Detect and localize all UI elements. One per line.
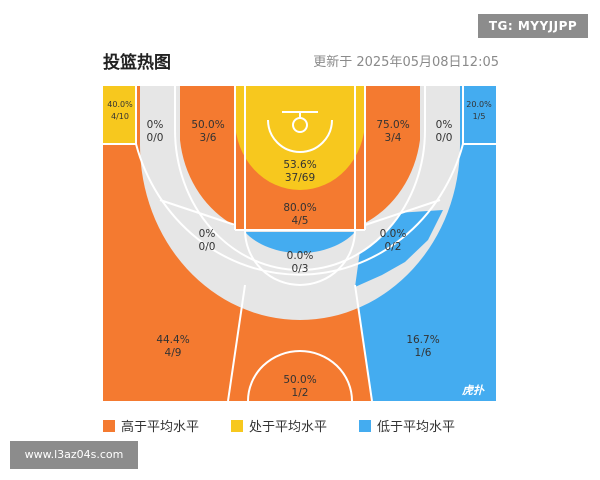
zone-paint-pct: 53.6% xyxy=(283,159,316,171)
zone-paint-fill xyxy=(235,86,365,190)
zone-right-elbow-pct: 75.0% xyxy=(376,119,409,131)
zone-left-wing-three-pct: 0% xyxy=(147,119,164,131)
zone-right-corner-frac: 1/5 xyxy=(473,112,486,121)
legend-item-below: 低于平均水平 xyxy=(359,416,455,435)
update-timestamp: 更新于 2025年05月08日12:05 xyxy=(313,55,499,70)
zone-top-key-pct: 0.0% xyxy=(287,250,314,262)
page-title: 投篮热图 xyxy=(103,53,171,73)
zone-left-baseline-pct: 0% xyxy=(199,228,216,240)
zone-left-corner-frac: 4/10 xyxy=(111,112,129,121)
zone-right-corner-pct: 20.0% xyxy=(466,100,492,109)
legend-label-below: 低于平均水平 xyxy=(377,420,456,435)
zone-right-three-pct: 16.7% xyxy=(406,334,439,346)
legend-swatch-below xyxy=(359,419,371,432)
legend: 高于平均水平 处于平均水平 低于平均水平 xyxy=(103,416,503,436)
zone-paint-frac: 37/69 xyxy=(285,172,315,184)
zone-right-wing-three-frac: 0/0 xyxy=(436,132,453,144)
zone-top-key-fill xyxy=(245,232,355,254)
url-watermark: www.l3az04s.com xyxy=(10,441,138,469)
legend-swatch-average xyxy=(231,419,243,432)
zone-top-three-frac: 1/2 xyxy=(292,387,309,399)
zone-left-three-frac: 4/9 xyxy=(165,347,182,359)
zone-top-three-pct: 50.0% xyxy=(283,374,316,386)
zone-left-corner-pct: 40.0% xyxy=(107,100,133,109)
zone-right-baseline-frac: 0/2 xyxy=(385,241,402,253)
zone-right-three-frac: 1/6 xyxy=(415,347,432,359)
hupu-logo: 虎扑 xyxy=(461,384,485,397)
zone-left-baseline-frac: 0/0 xyxy=(199,241,216,253)
zone-free-throw-frac: 4/5 xyxy=(292,215,309,227)
zone-left-elbow-frac: 3/6 xyxy=(200,132,217,144)
zone-right-elbow-frac: 3/4 xyxy=(385,132,402,144)
zone-free-throw-pct: 80.0% xyxy=(283,202,316,214)
zone-right-wing-three-pct: 0% xyxy=(436,119,453,131)
zone-right-corner-fill xyxy=(463,86,496,144)
zone-right-elbow-fill xyxy=(365,86,420,223)
zone-left-elbow-pct: 50.0% xyxy=(191,119,224,131)
legend-item-above: 高于平均水平 xyxy=(103,416,199,435)
zone-right-baseline-pct: 0.0% xyxy=(380,228,407,240)
legend-label-above: 高于平均水平 xyxy=(121,420,200,435)
legend-item-average: 处于平均水平 xyxy=(231,416,327,435)
zone-center-circle-fill xyxy=(248,351,352,401)
legend-label-average: 处于平均水平 xyxy=(249,420,328,435)
tg-watermark: TG: MYYJJPP xyxy=(478,14,588,38)
zone-left-wing-three-frac: 0/0 xyxy=(147,132,164,144)
legend-swatch-above xyxy=(103,419,115,432)
zone-top-key-frac: 0/3 xyxy=(292,263,309,275)
zone-left-elbow-fill xyxy=(180,86,235,227)
zone-left-corner-fill xyxy=(103,86,136,144)
zone-left-three-pct: 44.4% xyxy=(156,334,189,346)
